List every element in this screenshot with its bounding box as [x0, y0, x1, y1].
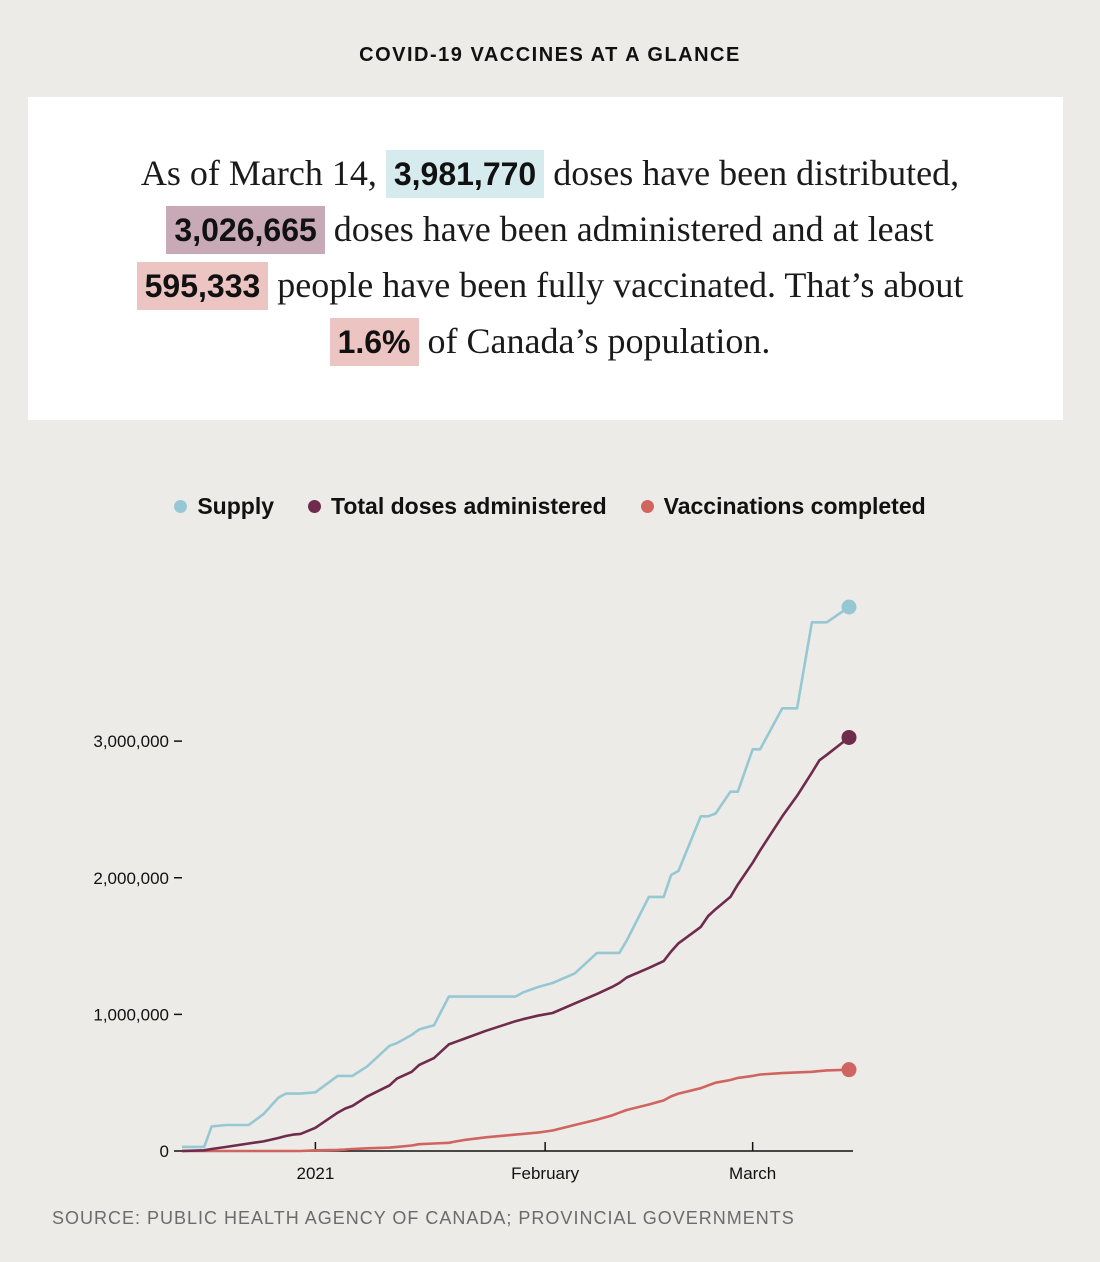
distributed-value-badge: 3,981,770 — [385, 150, 545, 198]
legend-dot-administered-icon — [308, 500, 321, 513]
source-note: SOURCE: PUBLIC HEALTH AGENCY OF CANADA; … — [52, 1208, 795, 1228]
x-tick-label: March — [729, 1164, 776, 1183]
series-endpoint-supply — [841, 599, 857, 615]
series-line-administered — [181, 736, 850, 1153]
percent-value-badge: 1.6% — [329, 318, 419, 366]
x-tick-label: February — [511, 1164, 580, 1183]
series-endpoint-completed — [841, 1062, 857, 1078]
summary-card — [28, 97, 1063, 420]
series-line-supply — [182, 605, 850, 1149]
fully-vaccinated-text: people have been fully vaccinated. That’… — [277, 265, 964, 305]
legend-item-completed: Vaccinations completed — [640, 493, 926, 520]
x-tick-label: 2021 — [296, 1164, 334, 1183]
legend-label-supply: Supply — [197, 493, 274, 519]
series-endpoint-administered — [841, 729, 857, 745]
y-tick-label: 2,000,000 — [93, 869, 169, 888]
series-line-completed — [182, 1068, 850, 1153]
legend-dot-supply-icon — [174, 500, 188, 513]
administered-text: doses have been administered and at leas… — [333, 209, 934, 249]
chart-legend: Supply Total doses administered Vaccinat… — [0, 493, 1100, 520]
administered-value-badge: 3,026,665 — [166, 206, 325, 254]
legend-item-administered: Total doses administered — [308, 493, 607, 520]
chart-header-title: COVID-19 VACCINES AT A GLANCE — [359, 44, 741, 66]
legend-label-administered: Total doses administered — [331, 493, 607, 519]
fully-vaccinated-value-badge: 595,333 — [136, 262, 269, 310]
summary-prefix: As of March 14, — [140, 153, 377, 193]
y-tick-label: 0 — [160, 1142, 169, 1161]
y-tick-label: 1,000,000 — [93, 1005, 169, 1024]
distributed-text: doses have been distributed, — [553, 153, 960, 193]
legend-dot-completed-icon — [640, 500, 654, 513]
y-tick-label: 3,000,000 — [93, 732, 169, 751]
percent-text: of Canada’s population. — [427, 321, 771, 361]
legend-label-completed: Vaccinations completed — [663, 493, 926, 519]
summary-text: As of March 14, 3,981,770 doses have bee… — [0, 146, 1100, 370]
legend-item-supply: Supply — [174, 493, 274, 520]
